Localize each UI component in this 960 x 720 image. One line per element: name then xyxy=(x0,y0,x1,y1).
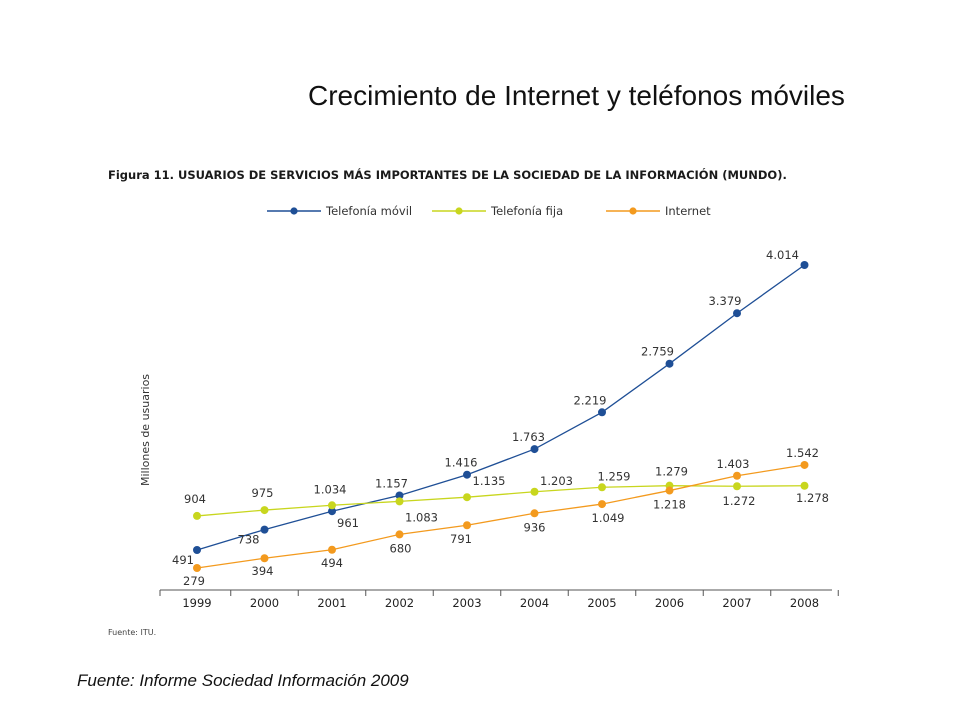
data-point xyxy=(463,493,471,502)
data-label: 394 xyxy=(252,564,274,578)
legend-swatch-dot xyxy=(290,207,298,215)
legend: Telefonía móvil Telefonía fija Internet xyxy=(267,204,711,218)
data-label: 2.219 xyxy=(574,393,607,407)
data-point xyxy=(665,486,674,495)
series-line xyxy=(196,464,805,569)
data-label: 1.403 xyxy=(717,457,750,471)
series-line xyxy=(196,264,805,551)
legend-label: Telefonía móvil xyxy=(325,204,412,218)
data-point xyxy=(395,491,404,500)
data-label: 961 xyxy=(337,516,359,530)
slide-title: Crecimiento de Internet y teléfonos móvi… xyxy=(308,80,845,111)
x-tick-label-2007: 2007 xyxy=(722,596,751,610)
data-point xyxy=(530,445,539,454)
legend-label: Telefonía fija xyxy=(490,204,563,218)
data-label: 904 xyxy=(184,492,206,506)
data-point xyxy=(260,525,269,534)
legend-label: Internet xyxy=(665,204,711,218)
data-label: 1.279 xyxy=(655,465,688,479)
data-label: 1.135 xyxy=(473,474,506,488)
series-layer: 491 738 961 1.157 1.416 1.763 2.219 2.759 3.379 4… xyxy=(172,248,829,588)
data-point xyxy=(395,497,404,506)
data-label: 1.218 xyxy=(653,498,686,512)
data-label: 1.203 xyxy=(540,474,573,488)
data-label: 738 xyxy=(238,533,260,547)
data-point xyxy=(800,261,809,269)
data-label: 491 xyxy=(172,553,194,567)
x-tick-label-2005: 2005 xyxy=(587,596,616,610)
series-1: 904 975 1.034 1.083 1.135 1.203 1.259 1.279 1.27… xyxy=(184,465,829,525)
legend-item-0: Telefonía móvil xyxy=(267,204,412,218)
x-tick-label-2002: 2002 xyxy=(385,596,414,610)
slide-footer: Fuente: Informe Sociedad Información 200… xyxy=(77,671,409,690)
data-label: 1.083 xyxy=(405,510,438,524)
legend-item-2: Internet xyxy=(606,204,711,218)
x-tick-label-2004: 2004 xyxy=(520,596,549,610)
axes: 1999 2000 2001 2002 2003 2004 2005 2006 2007 2008 xyxy=(159,589,839,610)
data-point xyxy=(193,546,201,554)
data-point xyxy=(328,507,336,516)
data-point xyxy=(530,509,539,518)
data-label: 1.259 xyxy=(598,469,631,483)
chart-title: Figura 11. USUARIOS DE SERVICIOS MÁS IMP… xyxy=(108,167,787,182)
data-point xyxy=(665,359,674,368)
data-point xyxy=(800,460,809,469)
data-point xyxy=(733,309,741,318)
data-point xyxy=(463,521,471,530)
data-point xyxy=(260,554,269,563)
y-axis-label: Millones de usuarios xyxy=(139,374,152,486)
data-label: 1.034 xyxy=(314,482,347,496)
data-label: 680 xyxy=(390,541,412,555)
data-point xyxy=(733,471,741,480)
x-tick-label-2003: 2003 xyxy=(452,596,481,610)
legend-item-1: Telefonía fija xyxy=(432,204,563,218)
data-label: 3.379 xyxy=(709,294,742,308)
series-2: 279 394 494 680 791 936 1.049 1.218 1.403 1.542 xyxy=(183,446,819,588)
data-point xyxy=(530,487,539,496)
data-label: 279 xyxy=(183,574,205,588)
data-point xyxy=(598,408,606,417)
data-label: 1.272 xyxy=(723,494,756,508)
data-point xyxy=(800,481,809,490)
legend-swatch-dot xyxy=(629,207,637,215)
data-point xyxy=(328,545,336,554)
data-label: 1.763 xyxy=(512,430,545,444)
data-label: 791 xyxy=(450,532,472,546)
series-0: 491 738 961 1.157 1.416 1.763 2.219 2.759 3.379 4… xyxy=(172,248,809,567)
x-tick-label-1999: 1999 xyxy=(182,596,211,610)
data-point xyxy=(395,530,404,539)
data-label: 936 xyxy=(524,520,546,534)
data-point xyxy=(598,500,606,509)
x-tick-label-2006: 2006 xyxy=(655,596,684,610)
source-note: Fuente: ITU. xyxy=(108,628,156,637)
data-label: 975 xyxy=(252,486,274,500)
series-line xyxy=(196,485,805,517)
data-label: 494 xyxy=(321,556,343,570)
data-point xyxy=(463,470,471,479)
data-label: 4.014 xyxy=(766,248,799,262)
data-point xyxy=(733,482,741,491)
data-label: 1.278 xyxy=(796,491,829,505)
data-label: 1.416 xyxy=(445,456,478,470)
data-point xyxy=(598,483,606,492)
data-label: 1.542 xyxy=(786,446,819,460)
x-tick-label-2001: 2001 xyxy=(317,596,346,610)
data-label: 2.759 xyxy=(641,345,674,359)
data-label: 1.049 xyxy=(592,511,625,525)
legend-swatch-dot xyxy=(455,207,463,215)
x-tick-label-2000: 2000 xyxy=(250,596,279,610)
data-point xyxy=(328,501,336,510)
data-label: 1.157 xyxy=(375,476,408,490)
data-point xyxy=(193,564,201,572)
x-tick-label-2008: 2008 xyxy=(790,596,819,610)
data-point xyxy=(193,511,201,520)
data-point xyxy=(260,506,269,515)
